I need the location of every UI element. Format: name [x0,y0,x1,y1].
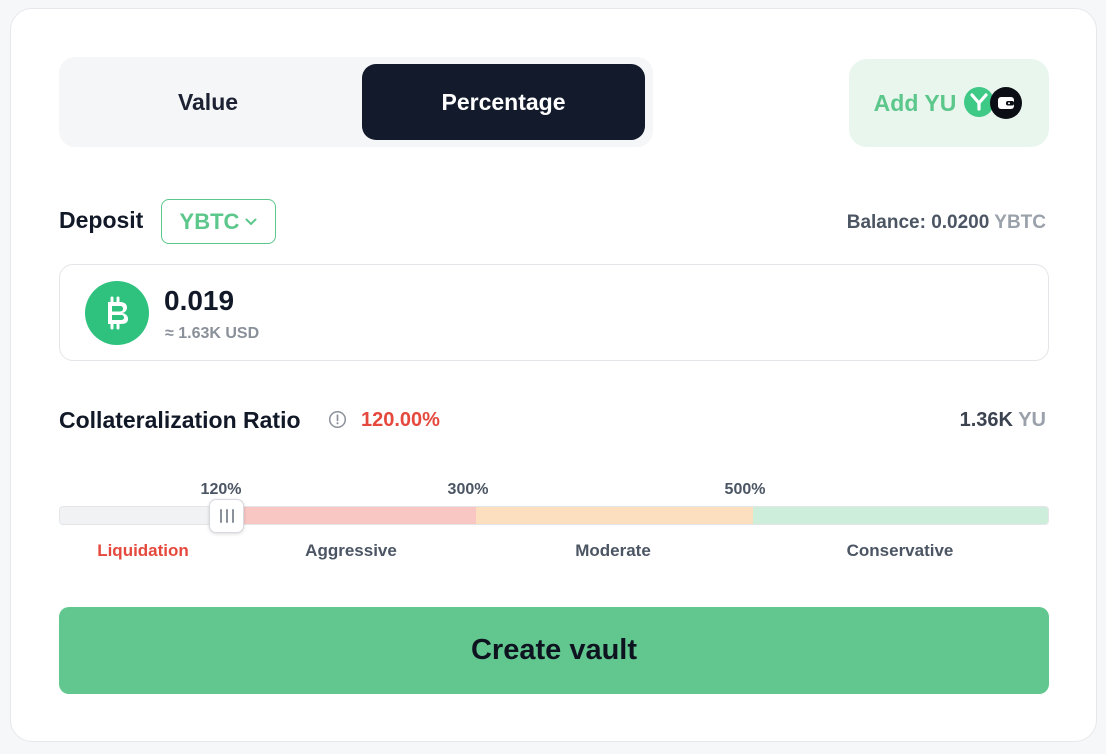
zone-conservative [753,507,1048,524]
amount-field[interactable]: 0.019 ≈ 1.63K USD [59,264,1049,361]
token-select-label: YBTC [179,208,240,234]
mode-toggle: Value Percentage [59,57,653,147]
amount-input[interactable]: 0.019 [164,285,235,316]
yu-coin-icon [964,87,995,117]
slider-tick-500: 500% [724,481,766,498]
tab-percentage[interactable]: Percentage [362,64,645,140]
zone-label-conservative: Conservative [846,541,954,560]
zone-label-aggressive: Aggressive [305,541,397,560]
tab-value[interactable]: Value [177,88,239,115]
create-vault-button[interactable]: Create vault [59,607,1049,694]
wallet-icon [990,87,1023,119]
yu-amount: 1.36K YU [960,409,1046,432]
grip-line [225,509,228,523]
token-select[interactable]: YBTC [161,199,276,244]
add-yu-button[interactable]: Add YU [849,59,1049,147]
grip-line [231,509,234,523]
collateralization-ratio-value: 120.00% [361,409,440,431]
balance-value: 0.0200 [931,212,990,233]
vault-card: Value Percentage Add YU Deposit YBTC Bal… [10,8,1097,742]
zone-label-liquidation: Liquidation [97,541,189,560]
balance-unit: YBTC [994,212,1046,233]
zone-liquidation [60,507,230,524]
balance-readout: Balance: 0.0200 YBTC [847,212,1046,234]
ratio-slider-thumb[interactable] [209,499,244,533]
zone-aggressive [230,507,476,524]
zone-label-moderate: Moderate [575,541,651,560]
chevron-down-icon [245,218,257,225]
amount-usd-estimate: ≈ 1.63K USD [165,325,260,342]
add-yu-icons [964,87,1024,119]
slider-tick-300: 300% [447,481,489,498]
collateralization-ratio-label: Collateralization Ratio [59,407,301,433]
add-yu-label: Add YU [873,89,957,116]
slider-tick-120: 120% [200,481,242,498]
bitcoin-icon [85,281,149,345]
info-icon[interactable] [328,410,347,429]
zone-moderate [476,507,753,524]
ratio-slider-track[interactable] [59,506,1049,525]
grip-line [219,509,222,523]
yu-amount-unit: YU [1018,409,1046,431]
yu-amount-value: 1.36K [959,409,1013,431]
deposit-label: Deposit [59,207,144,233]
balance-label: Balance: [846,212,926,233]
